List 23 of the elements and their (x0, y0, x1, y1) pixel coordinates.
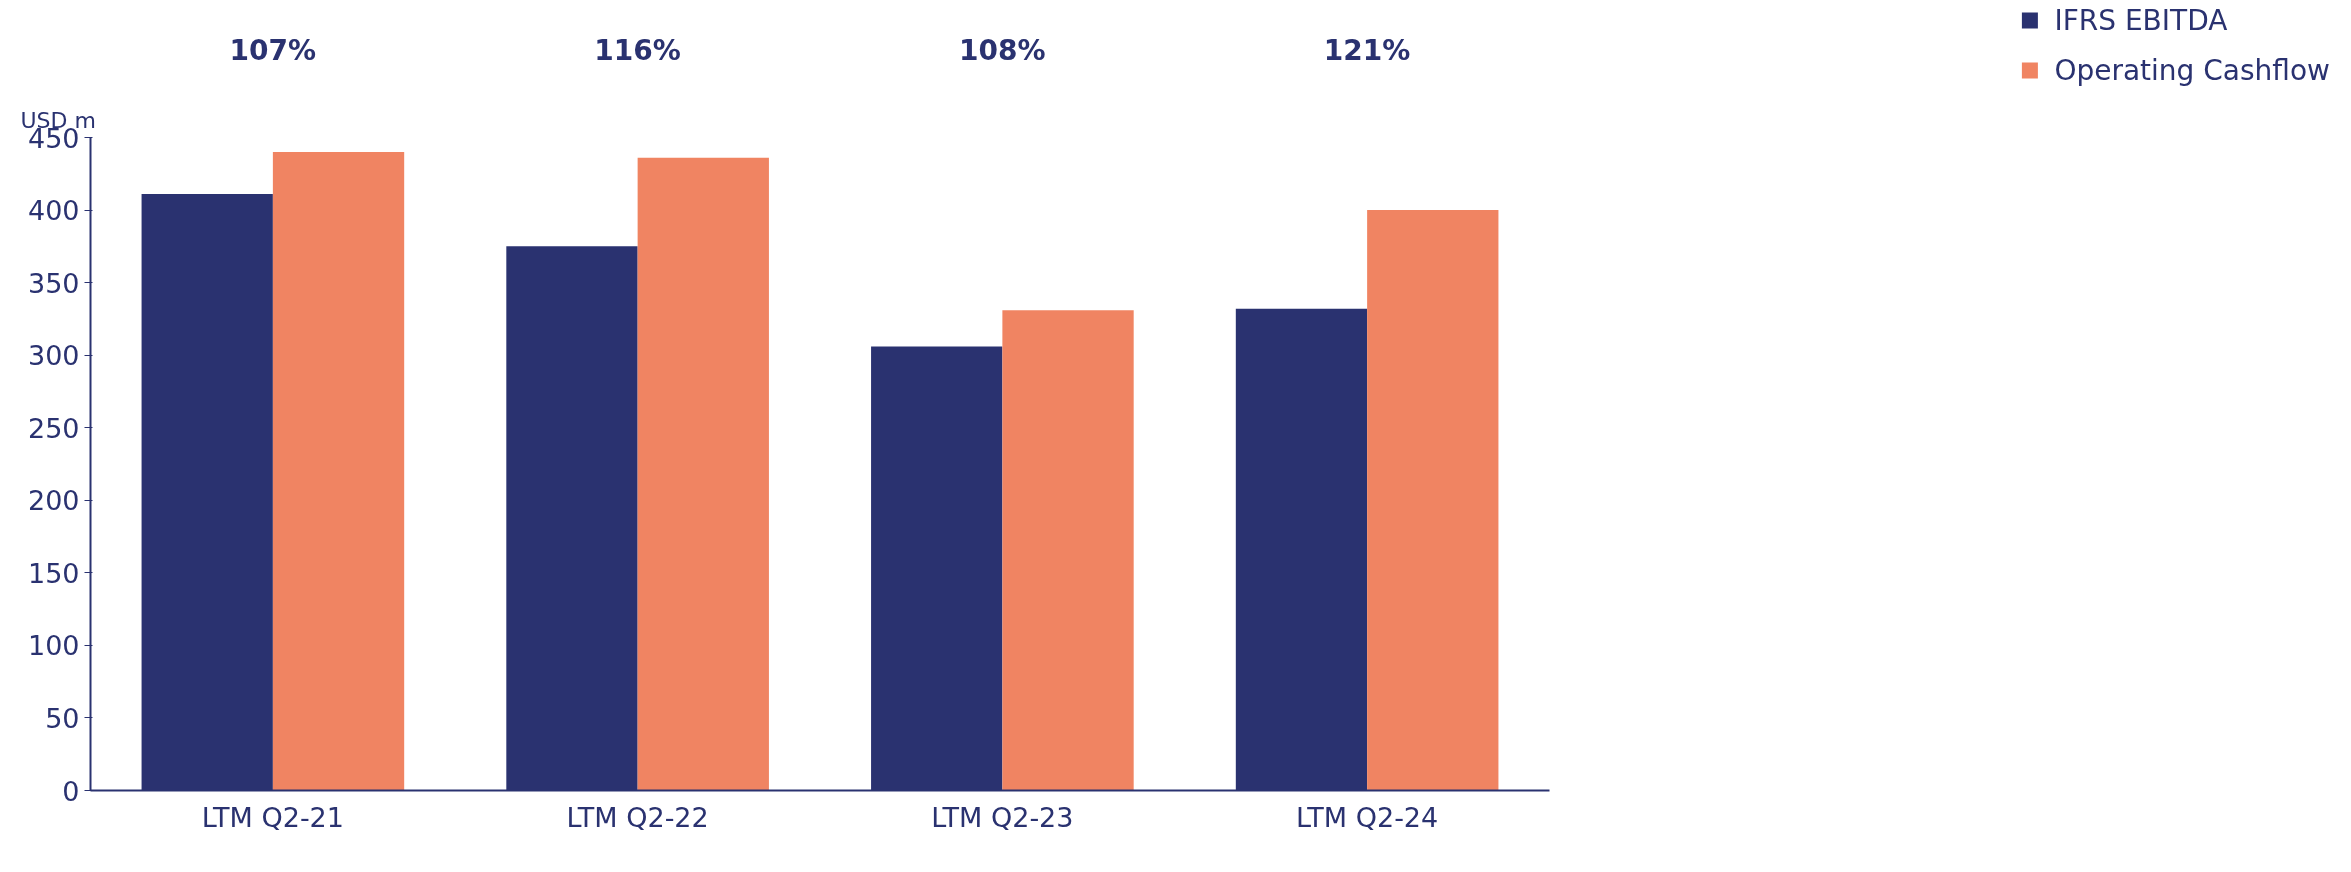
text: 121% (1323, 34, 1411, 67)
y-tick-label: 400 (27, 195, 80, 227)
y-tick-label: 150 (27, 557, 80, 589)
x-tick-label: LTM Q2-22 (566, 801, 709, 833)
legend-label: IFRS EBITDA (2054, 3, 2228, 37)
x-tick-label: LTM Q2-23 (931, 801, 1074, 833)
bar (637, 157, 769, 791)
bar (1367, 210, 1499, 791)
text: 116% (594, 34, 681, 67)
y-tick-label: 50 (45, 702, 80, 734)
y-tick-label: 250 (27, 412, 80, 444)
y-tick-label: 350 (27, 267, 80, 299)
x-tick-label: LTM Q2-24 (1296, 801, 1439, 833)
x-tick-label: LTM Q2-21 (201, 801, 344, 833)
legend-label: Operating Cashflow (2054, 53, 2330, 87)
y-tick-label: 300 (27, 340, 80, 372)
bar (272, 152, 405, 791)
y-tick-label: 100 (27, 630, 80, 662)
text: 108% (959, 34, 1046, 67)
bar (1002, 310, 1134, 791)
y-tick-label: 200 (27, 485, 80, 517)
y-tick-label: 0 (62, 775, 80, 807)
text: 107% (229, 34, 317, 67)
